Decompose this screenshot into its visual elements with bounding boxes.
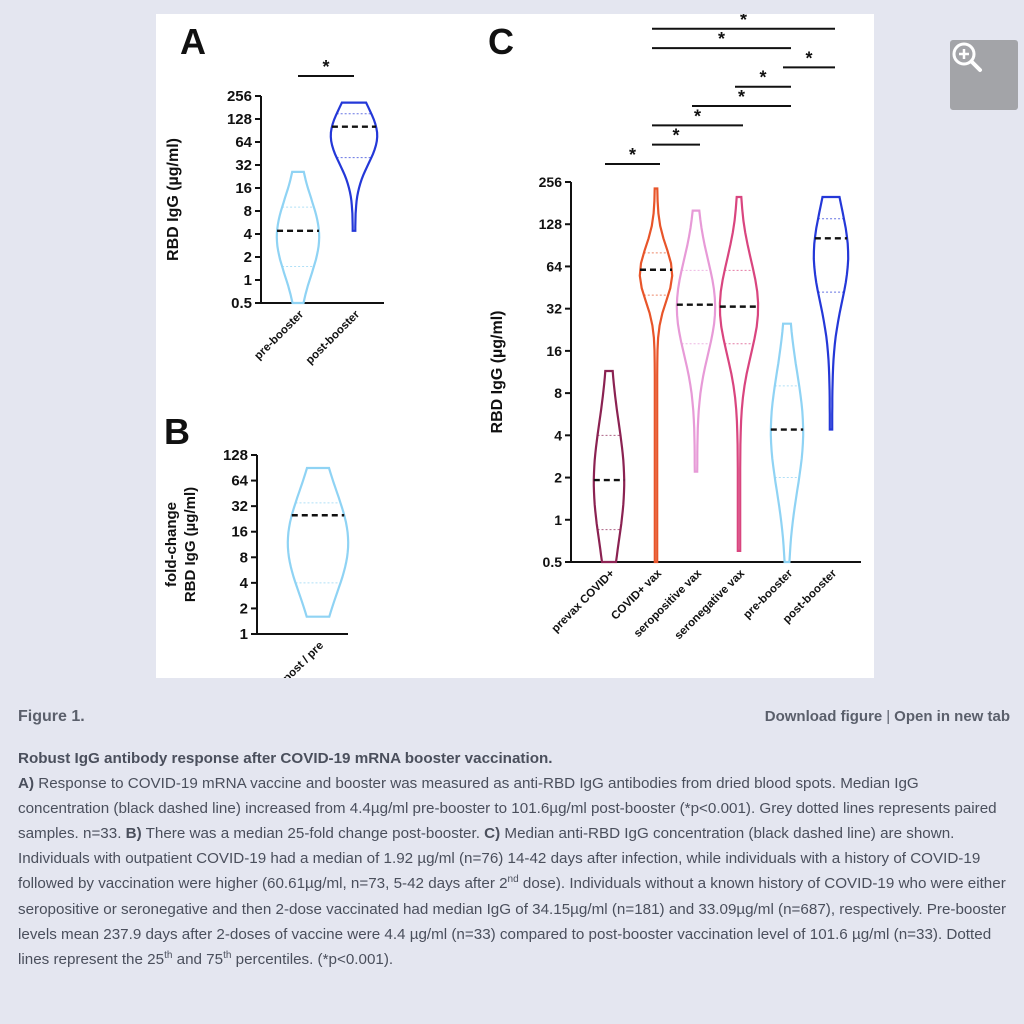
figure-label: Figure 1. [18,708,85,725]
y-tick-label: 128 [223,447,248,464]
caption-c-text-1: Median anti-RBD IgG concentration (black… [18,825,981,893]
violin-prevax-covid- [592,369,626,564]
y-axis-label: fold-change RBD IgG (µg/ml) [163,487,199,602]
caption-b-label: B) [125,825,142,843]
significance-star: * [740,14,747,30]
panel-b: B 1 2 4 8 16 32 64 128 fold-change RBD IgG (µg/ml)… [163,411,350,678]
download-figure-link[interactable]: Download figure [764,708,883,725]
y-tick-label: 4 [554,427,562,443]
y-tick-label: 8 [244,203,252,220]
significance-star: * [718,29,725,49]
y-tick-label: 32 [546,301,562,317]
y-tick-label: 0.5 [231,295,252,312]
y-tick-label: 16 [235,180,252,197]
caption-c-sup-1: nd [507,874,519,886]
violin-post-booster [329,101,379,232]
y-tick-label: 64 [235,134,252,151]
panel-a: A 0.5 1 2 4 8 16 32 64 128 256 RBD IgG (µg/ml) pre-b… [165,21,384,367]
y-tick-label: 128 [539,216,563,232]
caption-title: Robust IgG antibody response after COVID… [18,750,553,767]
caption-c-sup-3: th [223,949,232,961]
x-tick-label: prevax COVID+ [550,567,618,635]
violin-pre-booster [769,322,805,564]
significance-star: * [805,48,812,68]
caption-c-text-2: dose). Individuals without a known histo… [18,875,1007,968]
y-axis-label: RBD IgG (µg/ml) [165,138,182,261]
caption-c-text-3: and 75 [172,950,224,968]
violin-seronegative-vax [718,195,760,552]
figure-image: A 0.5 1 2 4 8 16 32 64 128 256 RBD IgG (µg/ml) pre-b… [156,14,1018,678]
link-separator: | [886,708,891,725]
y-tick-label: 16 [546,343,562,359]
violin-seropositive-vax [675,209,717,473]
significance-star: * [629,145,636,165]
zoom-button[interactable] [950,40,1018,110]
y-tick-label: 64 [546,258,562,274]
y-tick-label: 4 [240,575,249,592]
x-tick-label: post-booster [304,308,363,367]
open-new-tab-link[interactable]: Open in new tab [894,708,1010,725]
significance-star: * [672,126,679,146]
y-tick-label: 256 [539,174,563,190]
y-tick-label: 256 [227,88,252,105]
figure-links: Download figure | Open in new tab [765,708,1010,725]
violin-post-booster [812,195,850,431]
y-tick-label: 32 [231,498,248,515]
panel-letter: B [164,411,190,452]
y-tick-label: 128 [227,111,252,128]
caption-a-text: Response to COVID-19 mRNA vaccine and bo… [18,775,997,843]
y-tick-label: 64 [231,473,248,490]
zoom-in-icon [952,42,982,72]
x-tick-label: pre-booster [252,308,306,362]
caption-c-label: C) [484,825,501,843]
y-tick-label: 16 [231,524,248,541]
y-tick-label: 8 [554,385,562,401]
caption-b-text: There was a median 25-fold change post-b… [141,825,485,843]
violin-post-pre [286,466,350,618]
violin-covid-vax [638,187,674,564]
y-tick-label: 1 [554,512,562,528]
caption-a-label: A) [18,775,35,793]
caption-c-text-4: percentiles. (*p<0.001). [231,950,394,968]
y-tick-label: 1 [244,272,252,289]
y-tick-label: 2 [240,600,248,617]
panel-c: C 0.5 1 2 4 8 16 32 64 128 256 RBD IgG (µg/ml) preva… [488,14,861,642]
caption-c-sup-2: th [164,949,173,961]
y-tick-label: 0.5 [543,554,563,570]
significance-star: * [738,87,745,107]
x-tick-label: post / pre [281,640,326,678]
panel-letter: A [180,21,206,62]
y-tick-label: 4 [244,226,253,243]
y-tick-label: 2 [244,249,252,266]
y-tick-label: 8 [240,549,248,566]
significance-star: * [694,106,701,126]
violin-pre-booster [275,170,321,305]
y-tick-label: 1 [240,626,248,643]
significance-star: * [759,68,766,88]
figure-caption: Robust IgG antibody response after COVID… [18,746,1008,972]
significance-star: * [322,57,329,77]
y-tick-label: 2 [554,470,562,486]
panel-letter: C [488,21,514,62]
y-axis-label: RBD IgG (µg/ml) [489,311,506,434]
y-tick-label: 32 [235,157,252,174]
